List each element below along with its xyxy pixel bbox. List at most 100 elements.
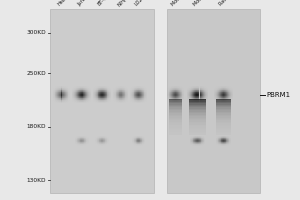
Bar — [69, 96, 70, 97]
Bar — [108, 89, 109, 90]
Bar — [81, 99, 82, 100]
Bar — [225, 145, 226, 146]
Bar — [187, 90, 188, 91]
Bar — [199, 137, 200, 138]
Bar — [193, 101, 194, 102]
Bar — [223, 96, 224, 97]
Bar — [181, 98, 182, 99]
Bar — [64, 92, 65, 93]
Bar — [143, 136, 144, 137]
Bar — [226, 140, 227, 141]
Bar — [98, 92, 99, 93]
Bar — [122, 100, 123, 101]
Bar — [78, 86, 79, 87]
Bar — [200, 92, 202, 93]
Bar — [118, 91, 119, 92]
Bar — [99, 89, 100, 90]
Bar — [205, 86, 206, 87]
Bar — [180, 101, 181, 102]
Bar — [189, 86, 190, 87]
Bar — [103, 93, 104, 94]
Bar — [57, 100, 58, 101]
Bar — [230, 89, 231, 90]
Bar — [204, 95, 205, 96]
Bar — [178, 86, 179, 87]
Bar — [217, 97, 218, 98]
Bar — [101, 144, 102, 145]
Bar — [224, 88, 226, 89]
Bar — [142, 143, 143, 144]
Bar — [64, 88, 65, 89]
Bar — [74, 92, 75, 93]
Bar — [187, 97, 188, 98]
Bar — [205, 98, 206, 99]
Bar — [202, 89, 203, 90]
Bar — [214, 99, 215, 100]
Bar — [169, 97, 170, 98]
Bar — [217, 99, 218, 100]
Bar — [145, 100, 146, 101]
Bar — [75, 137, 76, 138]
Bar — [227, 94, 228, 95]
Bar — [81, 136, 82, 137]
Bar — [130, 98, 131, 99]
Bar — [57, 91, 58, 92]
Bar — [120, 93, 121, 94]
Bar — [138, 92, 139, 93]
Bar — [97, 101, 98, 102]
Bar — [58, 97, 59, 98]
Bar — [139, 90, 140, 91]
Bar — [139, 95, 140, 96]
Bar — [88, 89, 89, 90]
Bar — [125, 97, 126, 98]
Bar — [105, 101, 106, 102]
Bar — [79, 144, 80, 145]
Bar — [170, 102, 171, 103]
Bar — [218, 91, 219, 92]
Bar — [226, 145, 227, 146]
Bar — [116, 101, 117, 102]
Bar — [99, 98, 100, 99]
Bar — [98, 87, 99, 88]
Bar — [79, 95, 80, 96]
Bar — [142, 144, 143, 145]
Bar — [141, 96, 142, 97]
Bar — [221, 143, 222, 144]
Bar — [88, 98, 89, 99]
Bar — [167, 9, 260, 193]
Bar — [78, 90, 79, 91]
Bar — [167, 102, 168, 103]
Bar — [122, 93, 123, 94]
Bar — [64, 89, 65, 90]
Bar — [205, 93, 206, 94]
Bar — [168, 86, 169, 87]
Bar — [69, 95, 70, 96]
Bar — [194, 145, 195, 146]
Bar — [216, 105, 231, 106]
Bar — [101, 96, 102, 97]
Bar — [192, 90, 193, 91]
Bar — [101, 143, 102, 144]
Bar — [182, 90, 183, 91]
Bar — [225, 143, 226, 144]
Bar — [118, 101, 119, 102]
Bar — [116, 88, 117, 89]
Bar — [53, 99, 54, 100]
Bar — [215, 96, 216, 97]
Bar — [205, 91, 206, 92]
Bar — [193, 100, 194, 101]
Bar — [196, 141, 197, 142]
Bar — [84, 102, 85, 103]
Bar — [102, 137, 103, 138]
Bar — [221, 99, 223, 100]
Bar — [123, 89, 124, 90]
Bar — [101, 141, 102, 142]
Bar — [191, 89, 192, 90]
Bar — [176, 95, 177, 96]
Bar — [227, 100, 228, 101]
Bar — [224, 99, 226, 100]
Bar — [100, 143, 101, 144]
Bar — [178, 87, 179, 88]
Bar — [189, 103, 206, 105]
Bar — [141, 137, 142, 138]
